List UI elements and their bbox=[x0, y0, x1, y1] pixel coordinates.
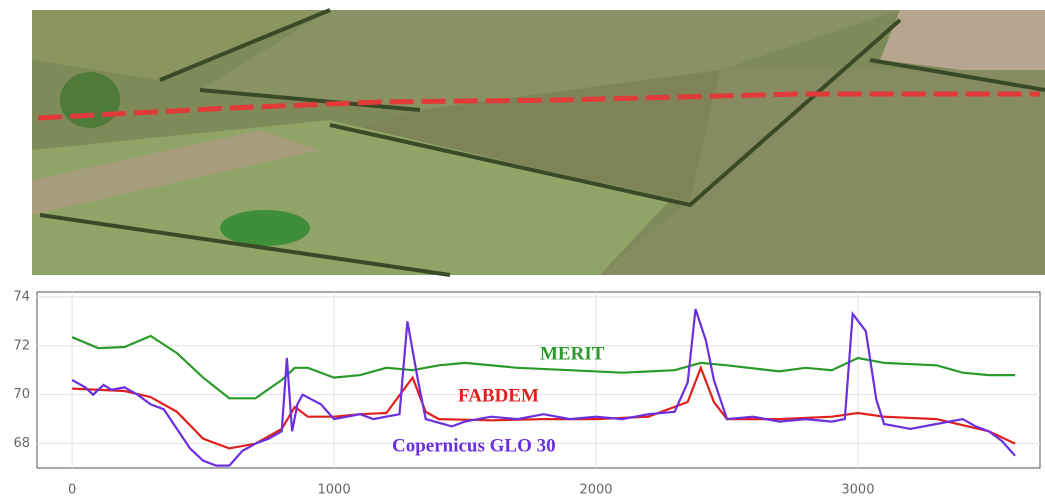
x-tick-label: 3000 bbox=[841, 483, 874, 498]
x-tick-label: 2000 bbox=[579, 483, 612, 498]
series-label: MERIT bbox=[540, 343, 605, 364]
x-tick-label: 1000 bbox=[318, 483, 351, 498]
y-tick-label: 74 bbox=[13, 289, 30, 304]
aerial-image bbox=[32, 10, 1045, 275]
chart: MERIT FABDEM Copernicus GLO 30 68 70 72 74 0… bbox=[0, 0, 1045, 504]
y-tick-label: 68 bbox=[13, 436, 30, 451]
series-label: FABDEM bbox=[458, 385, 539, 406]
page: {"chart_data": {"type": "line", "xlim": … bbox=[0, 0, 1045, 504]
y-tick-label: 72 bbox=[13, 338, 30, 353]
y-tick-label: 70 bbox=[13, 387, 30, 402]
series-label: Copernicus GLO 30 bbox=[392, 435, 556, 456]
x-tick-label: 0 bbox=[68, 483, 76, 498]
